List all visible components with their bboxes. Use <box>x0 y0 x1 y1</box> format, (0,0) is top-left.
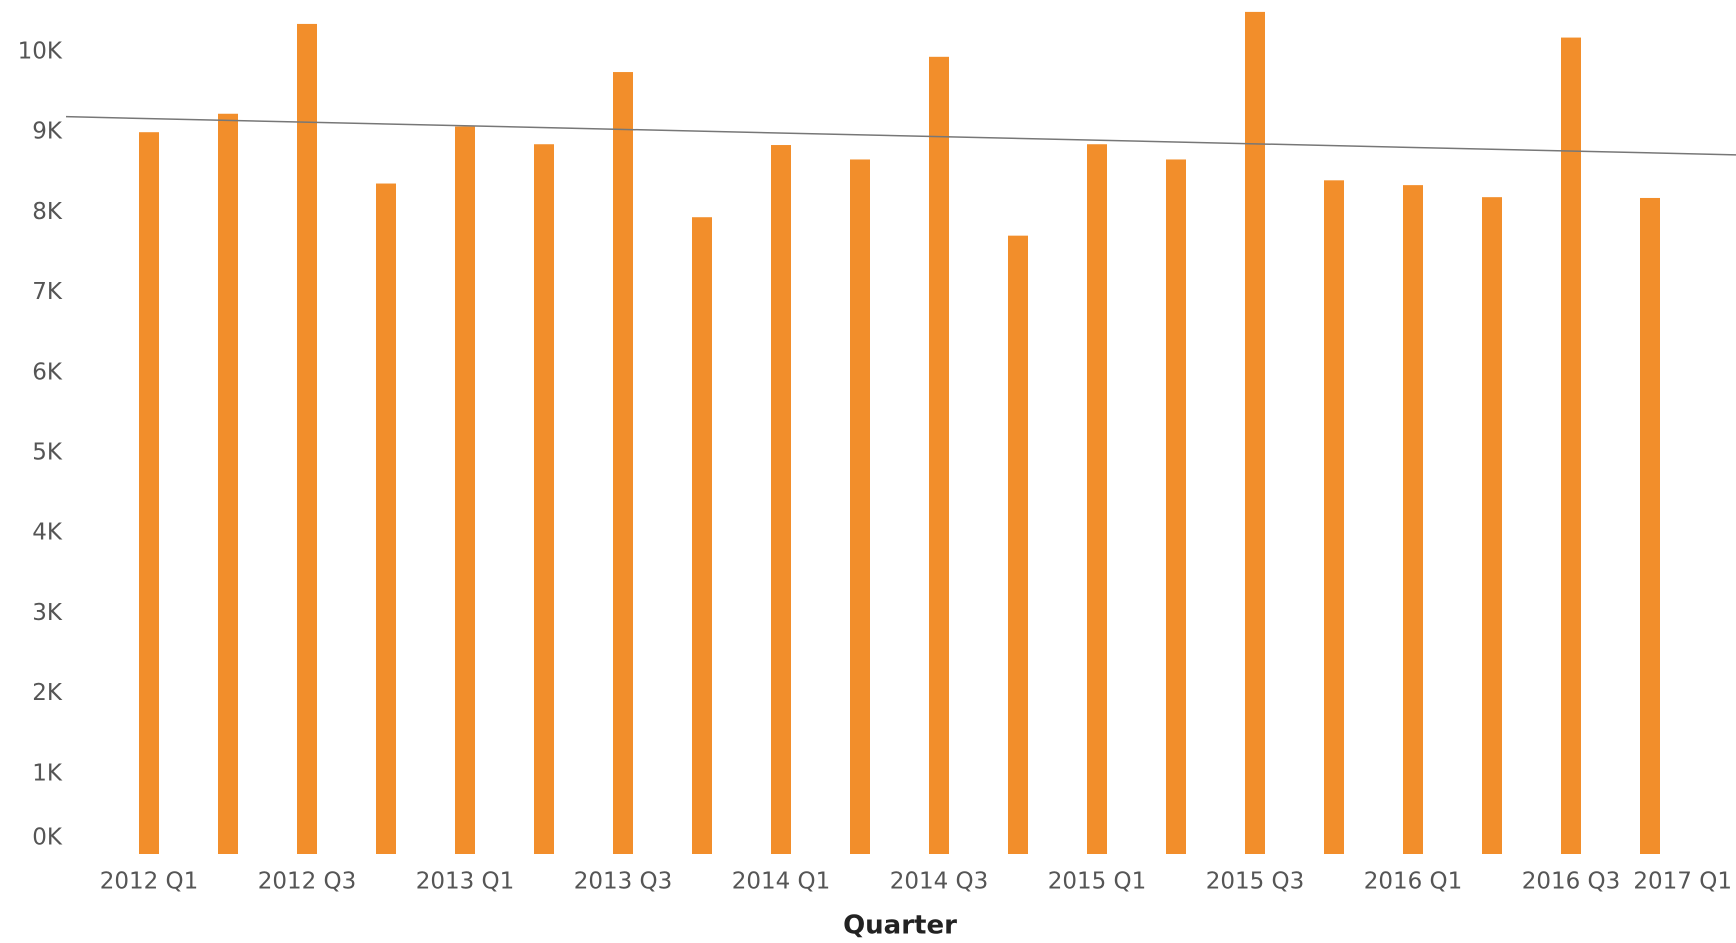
x-tick-label: 2016 Q3 <box>1522 869 1621 895</box>
bar <box>218 113 238 854</box>
bar <box>929 56 949 854</box>
x-axis-title: Quarter <box>843 911 957 941</box>
bar <box>1166 159 1186 854</box>
bar <box>692 217 712 854</box>
bar <box>1245 11 1265 854</box>
x-tick-label: 2017 Q1 <box>1633 869 1732 895</box>
y-tick-label: 1K <box>32 760 63 786</box>
bar <box>376 183 396 854</box>
bar <box>297 23 317 855</box>
x-tick-label: 2013 Q1 <box>416 869 515 895</box>
y-tick-label: 0K <box>32 825 63 851</box>
bar <box>1482 197 1502 855</box>
bar <box>771 145 791 855</box>
x-tick-label: 2014 Q3 <box>890 869 989 895</box>
bar <box>1640 197 1660 855</box>
trend-line <box>65 115 1736 156</box>
bar <box>850 159 870 854</box>
x-tick-label: 2016 Q1 <box>1364 869 1463 895</box>
y-tick-label: 9K <box>32 119 63 145</box>
y-tick-label: 5K <box>32 440 63 466</box>
y-tick-label: 10K <box>18 39 63 65</box>
x-tick-label: 2012 Q3 <box>258 869 357 895</box>
y-tick-label: 3K <box>32 600 63 626</box>
bar <box>139 132 159 854</box>
y-tick-label: 4K <box>32 520 63 546</box>
bar <box>1561 37 1581 854</box>
y-tick-label: 6K <box>32 359 63 385</box>
bar <box>1008 235 1028 854</box>
y-tick-label: 7K <box>32 279 63 305</box>
y-tick-label: 2K <box>32 680 63 706</box>
x-tick-label: 2012 Q1 <box>100 869 199 895</box>
x-tick-label: 2015 Q1 <box>1048 869 1147 895</box>
bar <box>613 72 633 855</box>
bar <box>534 144 554 855</box>
y-tick-label: 8K <box>32 199 63 225</box>
bar <box>1324 180 1344 854</box>
bar <box>1403 185 1423 854</box>
x-tick-label: 2014 Q1 <box>732 869 831 895</box>
x-tick-label: 2015 Q3 <box>1206 869 1305 895</box>
bar <box>1087 144 1107 855</box>
x-tick-label: 2013 Q3 <box>574 869 673 895</box>
bar <box>455 126 475 854</box>
